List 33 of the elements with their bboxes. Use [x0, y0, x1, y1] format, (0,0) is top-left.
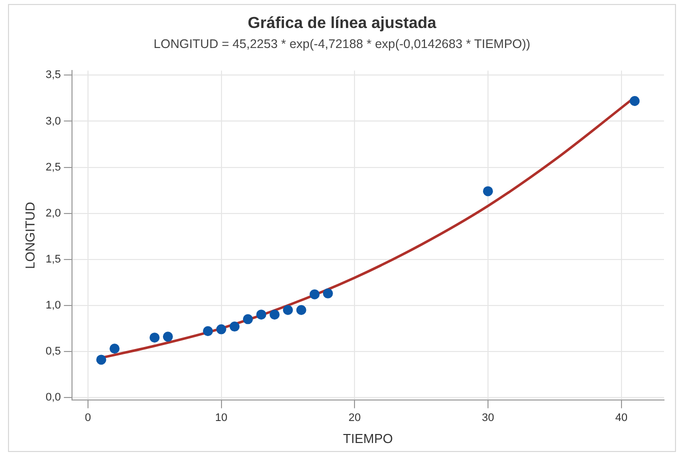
point — [270, 310, 280, 320]
chart-subtitle: LONGITUD = 45,2253 * exp(-4,72188 * exp(-0,0142683 * TIEMPO)) — [152, 37, 532, 51]
point — [230, 322, 240, 332]
x-axis-title: TIEMPO — [343, 430, 393, 446]
point — [256, 310, 266, 320]
y-tick-label: 2,5 — [46, 161, 61, 174]
y-tick-label: 3,0 — [46, 115, 61, 128]
y-tick-label: 1,0 — [46, 299, 61, 312]
point — [150, 332, 160, 343]
point — [242, 314, 253, 324]
chart-title: Gráfica de línea ajustada — [246, 15, 438, 33]
point — [322, 288, 333, 298]
point — [162, 332, 173, 342]
x-tick-label: 40 — [615, 412, 628, 424]
point — [310, 289, 320, 300]
y-tick-label: 0,0 — [46, 391, 61, 404]
point — [482, 186, 493, 196]
y-tick-label: 3,5 — [46, 69, 61, 82]
point — [216, 324, 226, 334]
x-tick-label: 20 — [348, 412, 361, 424]
point — [96, 354, 106, 365]
point — [110, 344, 120, 354]
x-tick-label: 10 — [215, 412, 228, 424]
y-axis-title: LONGITUD — [22, 202, 38, 269]
x-tick-label: 0 — [84, 412, 91, 424]
point — [630, 96, 640, 106]
point — [202, 326, 213, 336]
point — [282, 304, 293, 315]
y-tick-label: 0,5 — [46, 345, 61, 358]
y-tick-label: 2,0 — [46, 207, 61, 220]
x-tick-label: 30 — [482, 412, 494, 424]
y-tick-label: 1,5 — [46, 253, 61, 266]
point — [296, 304, 306, 315]
